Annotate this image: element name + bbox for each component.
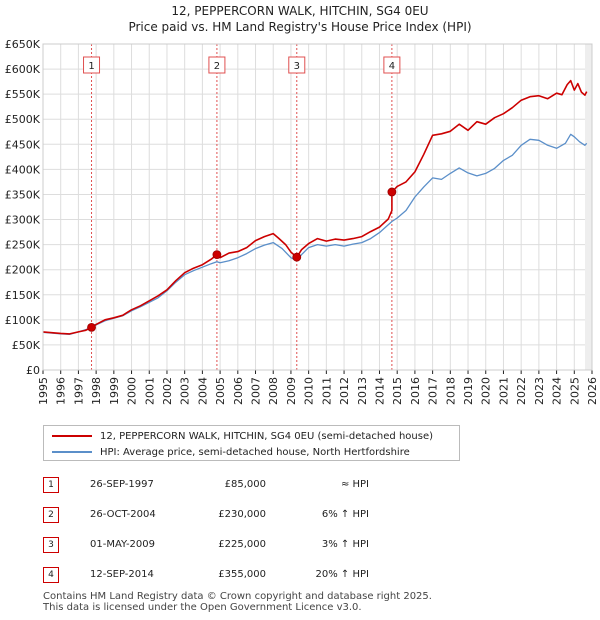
plot-frame xyxy=(42,43,593,371)
x-tick-label: 2009 xyxy=(285,377,298,405)
sale-number-box xyxy=(83,56,101,74)
x-tick-label: 2000 xyxy=(126,377,139,405)
x-tick-label: 1999 xyxy=(108,377,121,405)
transaction-price: £225,000 xyxy=(218,539,266,550)
y-tick-label: £650K xyxy=(5,38,41,51)
transaction-number: 2 xyxy=(43,507,59,523)
x-tick-label: 2025 xyxy=(568,377,581,405)
footer-copyright: Contains HM Land Registry data © Crown c… xyxy=(43,591,432,602)
x-tick-label: 1997 xyxy=(72,377,85,405)
x-tick-label: 2008 xyxy=(267,377,280,405)
y-tick-label: £50K xyxy=(12,339,41,352)
x-tick-label: 2022 xyxy=(515,377,528,405)
transaction-number: 3 xyxy=(43,537,59,553)
sale-number-box xyxy=(288,56,306,74)
legend-label-hpi: HPI: Average price, semi-detached house,… xyxy=(100,446,410,458)
x-tick-label: 2026 xyxy=(586,377,599,405)
footer-licence: This data is licensed under the Open Gov… xyxy=(43,602,362,613)
transaction-price: £355,000 xyxy=(218,569,266,580)
transaction-number: 1 xyxy=(43,477,59,493)
legend: 12, PEPPERCORN WALK, HITCHIN, SG4 0EU (s… xyxy=(43,425,460,461)
transaction-hpi: 20% ↑ HPI xyxy=(315,569,369,580)
sale-number-label: 1 xyxy=(88,61,94,72)
transaction-hpi: 6% ↑ HPI xyxy=(321,509,369,520)
x-tick-label: 2005 xyxy=(214,377,227,405)
y-tick-label: £400K xyxy=(5,163,41,176)
x-tick-label: 2007 xyxy=(250,377,263,405)
transaction-row: 2 26-OCT-2004 £230,000 6% ↑ HPI xyxy=(43,507,463,523)
transaction-date: 26-OCT-2004 xyxy=(90,509,156,520)
x-tick-label: 2006 xyxy=(232,377,245,405)
chart-title: 12, PEPPERCORN WALK, HITCHIN, SG4 0EU xyxy=(171,4,429,18)
sale-number-label: 4 xyxy=(389,61,395,72)
footer: Contains HM Land Registry data © Crown c… xyxy=(43,591,432,613)
y-tick-label: £200K xyxy=(5,264,41,277)
sale-number-box xyxy=(208,56,226,74)
transaction-row: 3 01-MAY-2009 £225,000 3% ↑ HPI xyxy=(43,537,463,553)
x-tick-label: 2016 xyxy=(409,377,422,405)
y-tick-label: £600K xyxy=(5,63,41,76)
plot-background xyxy=(43,44,592,370)
sale-number-box xyxy=(383,56,401,74)
y-tick-label: £500K xyxy=(5,113,41,126)
x-tick-label: 2004 xyxy=(196,377,209,405)
transaction-date: 01-MAY-2009 xyxy=(90,539,156,550)
legend-item-property: 12, PEPPERCORN WALK, HITCHIN, SG4 0EU (s… xyxy=(52,429,433,443)
x-tick-label: 2011 xyxy=(320,377,333,405)
x-tick-label: 2001 xyxy=(143,377,156,405)
x-tick-label: 1996 xyxy=(55,377,68,405)
x-tick-label: 2019 xyxy=(462,377,475,405)
price-chart: 1 2 3 4 £0 £50K £100K £150K £200K £250K £300K £350… xyxy=(5,38,599,405)
x-tick-label: 2014 xyxy=(373,377,386,405)
transaction-row: 1 26-SEP-1997 £85,000 ≈ HPI xyxy=(43,477,463,493)
x-tick-label: 2020 xyxy=(480,377,493,405)
y-tick-label: £250K xyxy=(5,239,41,252)
x-tick-label: 2003 xyxy=(179,377,192,405)
sale-point xyxy=(292,252,302,262)
x-tick-label: 2021 xyxy=(497,377,510,405)
legend-item-hpi: HPI: Average price, semi-detached house,… xyxy=(52,445,410,459)
sale-number-label: 2 xyxy=(214,61,220,72)
y-tick-label: £350K xyxy=(5,188,41,201)
transaction-hpi: 3% ↑ HPI xyxy=(321,539,369,550)
hatch-future xyxy=(585,44,592,370)
y-tick-label: £0 xyxy=(26,364,40,377)
transaction-row: 4 12-SEP-2014 £355,000 20% ↑ HPI xyxy=(43,567,463,583)
legend-swatch-hpi xyxy=(52,451,92,453)
x-tick-label: 2024 xyxy=(551,377,564,405)
x-tick-label: 2010 xyxy=(303,377,316,405)
hpi-line xyxy=(42,133,588,336)
y-tick-label: £300K xyxy=(5,214,41,227)
transaction-date: 26-SEP-1997 xyxy=(90,479,154,490)
x-tick-label: 2023 xyxy=(533,377,546,405)
sale-number-label: 3 xyxy=(294,61,300,72)
legend-label-property: 12, PEPPERCORN WALK, HITCHIN, SG4 0EU (s… xyxy=(100,430,433,442)
x-tick-label: 2017 xyxy=(427,377,440,405)
x-tick-label: 2015 xyxy=(391,377,404,405)
x-tick-label: 2018 xyxy=(444,377,457,405)
y-tick-label: £550K xyxy=(5,88,41,101)
sale-point xyxy=(387,187,397,197)
x-tick-label: 2012 xyxy=(338,377,351,405)
transaction-hpi: ≈ HPI xyxy=(340,479,369,490)
y-tick-label: £100K xyxy=(5,314,41,327)
x-tick-label: 2013 xyxy=(356,377,369,405)
y-tick-label: £450K xyxy=(5,138,41,151)
transaction-number: 4 xyxy=(43,567,59,583)
x-tick-label: 2002 xyxy=(161,377,174,405)
chart-subtitle: Price paid vs. HM Land Registry's House … xyxy=(128,20,472,34)
transaction-price: £85,000 xyxy=(224,479,266,490)
transaction-price: £230,000 xyxy=(218,509,266,520)
y-tick-label: £150K xyxy=(5,289,41,302)
transaction-date: 12-SEP-2014 xyxy=(90,569,154,580)
legend-swatch-property xyxy=(52,435,92,437)
x-tick-label: 1998 xyxy=(90,377,103,405)
sale-point xyxy=(212,250,222,260)
x-tick-label: 1995 xyxy=(37,377,50,405)
property-price-line xyxy=(42,79,588,335)
sale-point xyxy=(87,322,96,332)
